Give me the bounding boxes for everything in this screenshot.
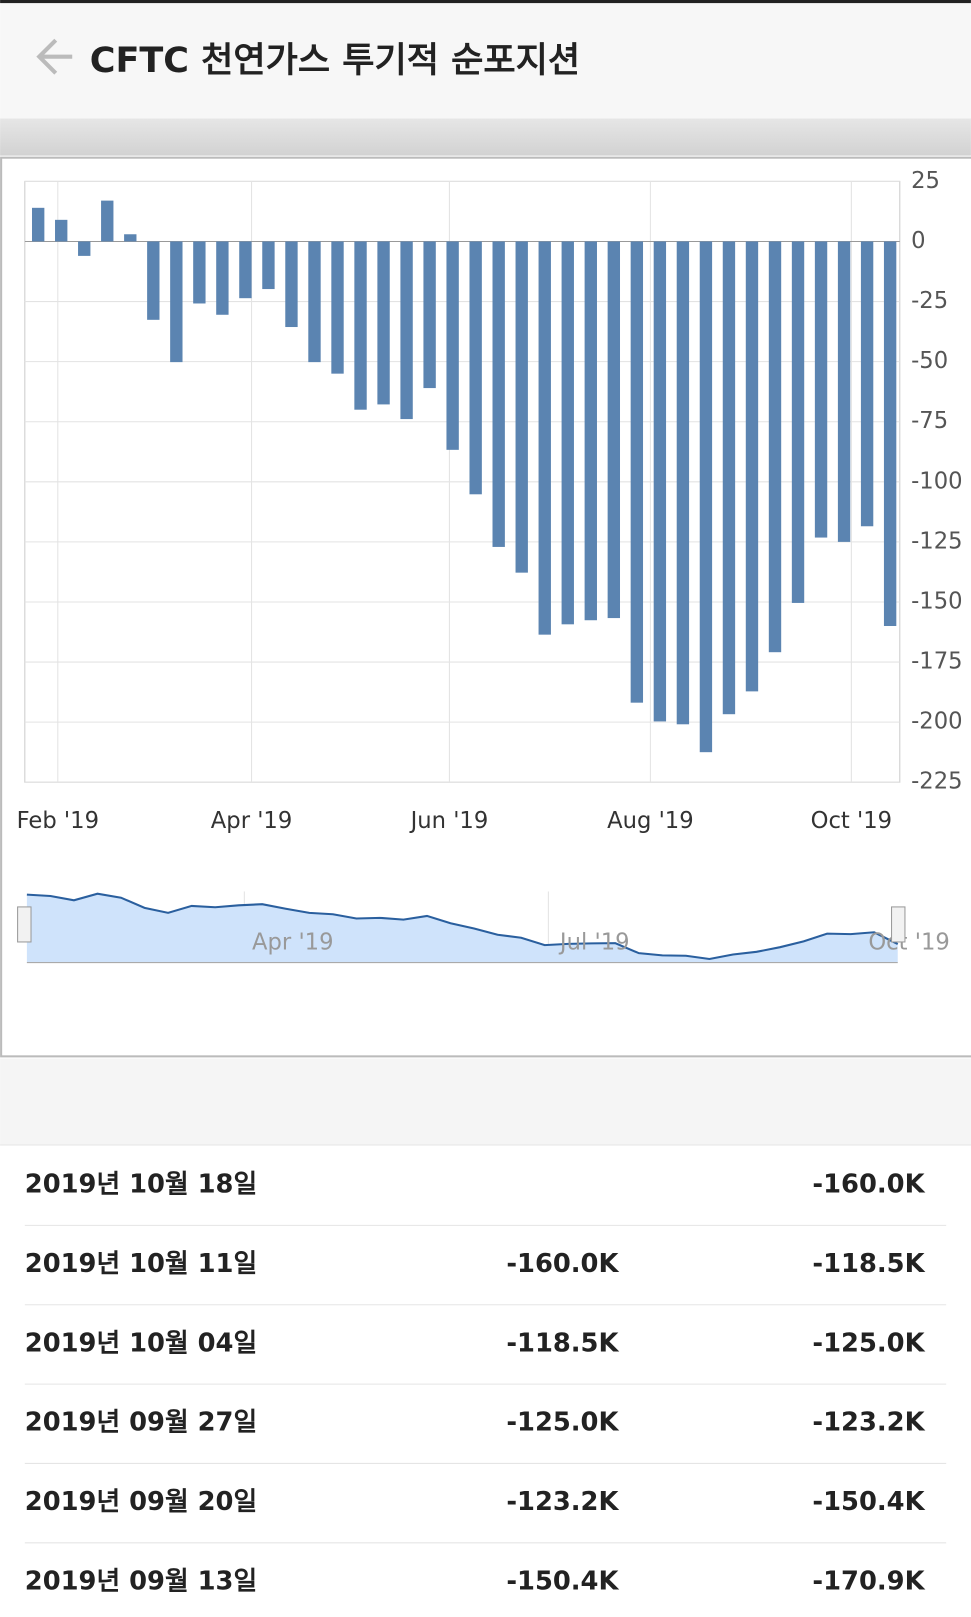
bar xyxy=(814,241,828,538)
back-arrow[interactable] xyxy=(36,38,73,75)
bar xyxy=(331,241,344,374)
bar xyxy=(446,241,459,450)
navigator-area xyxy=(26,893,898,963)
bar xyxy=(55,219,68,242)
bar xyxy=(607,241,621,619)
bar xyxy=(216,241,229,315)
bar xyxy=(791,241,805,603)
row-date: 2019년 10월 04일 xyxy=(25,1328,257,1358)
row-previous: -150.4K xyxy=(812,1487,925,1517)
bar xyxy=(538,241,551,635)
table-header-bg xyxy=(0,1058,971,1145)
row-date: 2019년 09월 13일 xyxy=(25,1566,257,1596)
y-tick-label: -50 xyxy=(911,348,948,374)
row-previous: -118.5K xyxy=(812,1249,925,1279)
header-bg xyxy=(0,0,971,119)
bar xyxy=(400,241,413,420)
bar xyxy=(492,241,505,547)
x-tick-label: Oct '19 xyxy=(811,808,892,834)
bar xyxy=(676,241,690,725)
bar xyxy=(308,241,321,363)
bar xyxy=(423,241,436,389)
row-date: 2019년 09월 20일 xyxy=(25,1487,257,1517)
row-previous: -123.2K xyxy=(812,1408,925,1438)
bar xyxy=(515,241,528,573)
y-tick-label: -175 xyxy=(911,649,962,675)
bar xyxy=(768,241,782,653)
bar xyxy=(722,241,736,715)
row-actual: -123.2K xyxy=(506,1487,619,1517)
bar xyxy=(31,207,45,242)
bar xyxy=(584,241,597,621)
row-actual: -118.5K xyxy=(506,1328,619,1358)
bar xyxy=(124,234,137,242)
bar xyxy=(699,241,713,753)
x-tick-label: Feb '19 xyxy=(17,808,99,834)
page-title: CFTC 천연가스 투기적 순포지션 xyxy=(90,40,580,81)
row-previous: -170.9K xyxy=(812,1566,925,1596)
navigator-handle[interactable] xyxy=(891,906,906,943)
y-tick-label: 25 xyxy=(911,168,940,194)
bar xyxy=(653,241,667,722)
bar xyxy=(101,200,114,242)
row-date: 2019년 10월 18일 xyxy=(25,1170,257,1200)
header-shadow xyxy=(0,118,971,156)
y-tick-label: -200 xyxy=(911,709,962,735)
x-tick-label: Aug '19 xyxy=(607,808,694,834)
navigator-label: Oct '19 xyxy=(868,929,949,955)
y-tick-label: -75 xyxy=(911,408,948,434)
y-tick-label: -125 xyxy=(911,528,962,554)
bar xyxy=(262,241,275,290)
y-tick-label: -150 xyxy=(911,588,962,614)
row-actual: -150.4K xyxy=(506,1566,619,1596)
navigator-handle[interactable] xyxy=(17,906,32,943)
row-date: 2019년 10월 11일 xyxy=(25,1249,257,1279)
bar xyxy=(630,241,644,703)
bar xyxy=(469,241,482,495)
row-actual: -160.0K xyxy=(506,1249,619,1279)
bar xyxy=(239,241,252,299)
y-tick-label: -225 xyxy=(911,769,962,795)
bar xyxy=(147,241,160,320)
bar xyxy=(193,241,206,304)
x-tick-label: Jun '19 xyxy=(409,808,489,834)
bar xyxy=(377,241,390,405)
bar xyxy=(883,241,897,627)
row-date: 2019년 09월 27일 xyxy=(25,1408,257,1438)
navigator-label: Jul '19 xyxy=(558,929,630,955)
navigator-label: Apr '19 xyxy=(252,929,333,955)
bar xyxy=(860,241,874,527)
bar xyxy=(745,241,759,692)
bar xyxy=(170,241,183,363)
bar xyxy=(285,241,298,328)
x-tick-label: Apr '19 xyxy=(211,808,292,834)
row-actual: -125.0K xyxy=(506,1408,619,1438)
navigator-line xyxy=(26,892,899,961)
bar xyxy=(354,241,367,410)
bar xyxy=(78,241,91,256)
y-tick-label: -25 xyxy=(911,288,948,314)
y-tick-label: -100 xyxy=(911,468,962,494)
row-previous: -160.0K xyxy=(812,1170,925,1200)
status-line xyxy=(0,0,971,4)
bar xyxy=(837,241,851,542)
y-tick-label: 0 xyxy=(911,228,925,254)
row-previous: -125.0K xyxy=(812,1328,925,1358)
bar xyxy=(561,241,574,625)
